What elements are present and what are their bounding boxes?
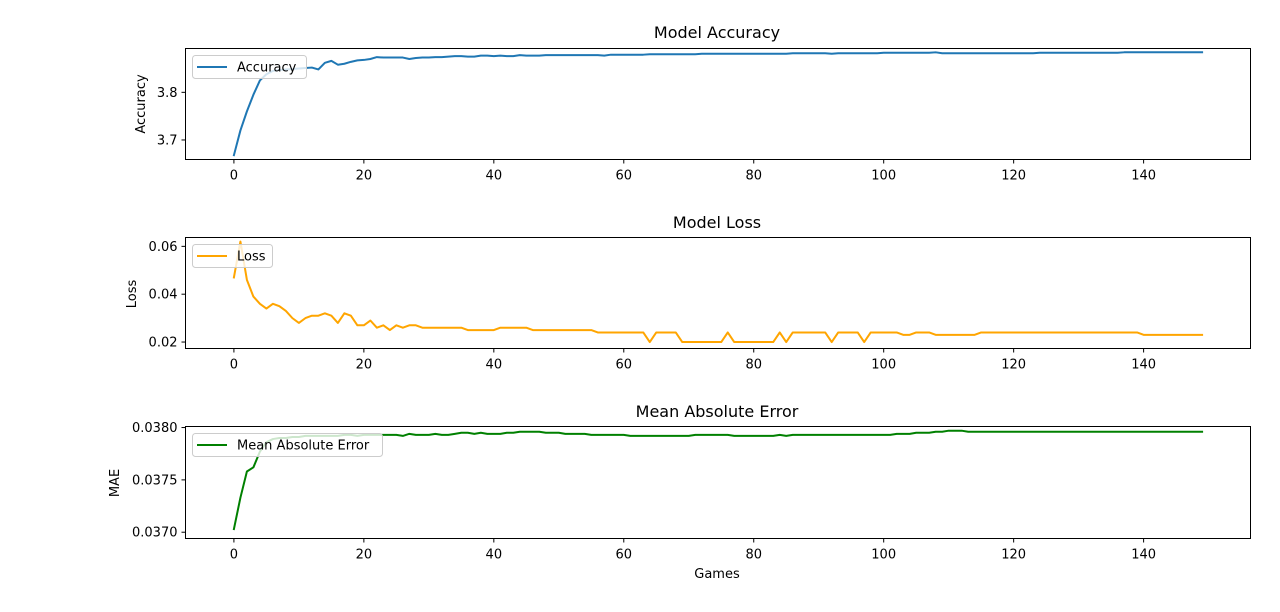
- accuracy-y-tick-label: 3.7: [157, 133, 178, 148]
- mae-x-tick-label: 100: [871, 548, 896, 563]
- loss-x-tick-label: 140: [1131, 358, 1156, 373]
- loss-series-line: [232, 240, 1204, 344]
- loss-x-tick-label: 40: [486, 358, 503, 373]
- loss-legend-label: Loss: [237, 250, 266, 265]
- mae-x-tick-label: 120: [1001, 548, 1026, 563]
- mae-x-tick-label: 140: [1131, 548, 1156, 563]
- mae-legend-label: Mean Absolute Error: [237, 439, 370, 454]
- accuracy-axes-frame: [185, 48, 1251, 160]
- loss-y-tick-label: 0.04: [149, 288, 178, 303]
- mae-axes-frame: [185, 426, 1251, 539]
- accuracy-y-tick-label: 3.8: [157, 86, 178, 101]
- accuracy-x-tick-label: 20: [356, 169, 373, 184]
- loss-x-tick-label: 0: [230, 358, 238, 373]
- accuracy-x-tick-label: 80: [745, 169, 762, 184]
- mae-chart-title: Mean Absolute Error: [636, 402, 799, 421]
- accuracy-x-tick-label: 0: [230, 169, 238, 184]
- accuracy-legend-label: Accuracy: [237, 61, 297, 76]
- accuracy-legend: Accuracy: [192, 55, 307, 79]
- accuracy-legend-box: [192, 55, 307, 79]
- loss-y-tick-label: 0.02: [149, 336, 178, 351]
- loss-chart-title: Model Loss: [673, 213, 761, 232]
- mae-y-tick-label: 0.0380: [132, 421, 178, 436]
- loss-plot-area: 0 20 40 60 80 100 120 140 0.02 0.04 0.06: [149, 240, 1204, 373]
- loss-chart: Model Loss 0 20 40 60 80 100 120 140 0.02 0.04 0.0…: [125, 213, 1251, 373]
- accuracy-plot-area: 0 20 40 60 80 100 120 140 3.7 3.8: [157, 51, 1204, 184]
- accuracy-x-tick-label: 140: [1131, 169, 1156, 184]
- accuracy-series-line: [232, 51, 1204, 157]
- loss-x-tick-label: 60: [616, 358, 633, 373]
- loss-x-tick-label: 20: [356, 358, 373, 373]
- mae-x-tick-label: 60: [616, 548, 633, 563]
- loss-x-tick-label: 80: [745, 358, 762, 373]
- mae-x-tick-label: 80: [745, 548, 762, 563]
- mae-x-tick-label: 0: [230, 548, 238, 563]
- loss-axes-frame: [185, 237, 1251, 349]
- mae-plot-area: 0 20 40 60 80 100 120 140 0.0370 0.0375 0.0380: [132, 421, 1204, 563]
- accuracy-x-tick-label: 40: [486, 169, 503, 184]
- loss-legend: Loss: [192, 244, 273, 268]
- mae-legend: Mean Absolute Error: [192, 433, 383, 457]
- accuracy-chart-title: Model Accuracy: [654, 23, 780, 42]
- mae-chart: Mean Absolute Error 0 20 40 60 80 100 120 140 0.…: [108, 402, 1251, 582]
- mae-legend-box: [192, 433, 383, 457]
- mae-y-axis-label: MAE: [108, 469, 123, 497]
- mae-x-tick-label: 20: [356, 548, 373, 563]
- mae-y-tick-label: 0.0370: [132, 526, 178, 541]
- accuracy-x-tick-label: 60: [616, 169, 633, 184]
- loss-y-tick-label: 0.06: [149, 240, 178, 255]
- mae-y-tick-label: 0.0375: [132, 473, 178, 488]
- mae-x-tick-label: 40: [486, 548, 503, 563]
- accuracy-y-axis-label: Accuracy: [134, 74, 149, 134]
- loss-x-tick-label: 100: [871, 358, 896, 373]
- mae-series-line: [232, 429, 1204, 531]
- accuracy-x-tick-label: 100: [871, 169, 896, 184]
- x-axis-label: Games: [694, 567, 740, 582]
- accuracy-chart: Model Accuracy 0 20 40 60 80 100 120 1403.73.8 …: [134, 23, 1251, 184]
- loss-x-tick-label: 120: [1001, 358, 1026, 373]
- loss-legend-box: [192, 244, 273, 268]
- accuracy-x-tick-label: 120: [1001, 169, 1026, 184]
- loss-y-axis-label: Loss: [125, 280, 140, 309]
